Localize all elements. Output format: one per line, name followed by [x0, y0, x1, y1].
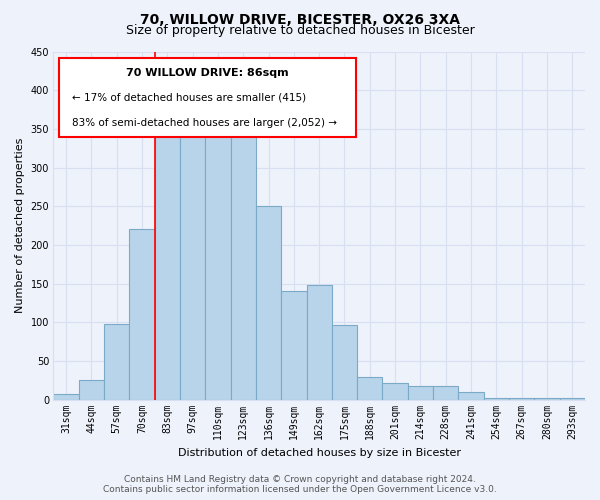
Bar [256, 206, 281, 400]
Text: 70 WILLOW DRIVE: 86sqm: 70 WILLOW DRIVE: 86sqm [126, 68, 289, 78]
Bar [408, 386, 433, 400]
Y-axis label: Number of detached properties: Number of detached properties [15, 138, 25, 314]
Bar [433, 386, 458, 400]
FancyBboxPatch shape [59, 58, 356, 137]
Bar [104, 324, 129, 400]
Text: Size of property relative to detached houses in Bicester: Size of property relative to detached ho… [125, 24, 475, 37]
Text: 83% of semi-detached houses are larger (2,052) →: 83% of semi-detached houses are larger (… [72, 118, 337, 128]
Bar [180, 118, 205, 400]
Bar [484, 398, 509, 400]
Bar [281, 292, 307, 400]
Bar [382, 382, 408, 400]
Bar [307, 285, 332, 400]
Bar [79, 380, 104, 400]
Bar [560, 398, 585, 400]
Text: 70, WILLOW DRIVE, BICESTER, OX26 3XA: 70, WILLOW DRIVE, BICESTER, OX26 3XA [140, 12, 460, 26]
Bar [509, 398, 535, 400]
Bar [332, 326, 357, 400]
Text: Contains HM Land Registry data © Crown copyright and database right 2024.: Contains HM Land Registry data © Crown c… [124, 475, 476, 484]
Bar [458, 392, 484, 400]
Text: ← 17% of detached houses are smaller (415): ← 17% of detached houses are smaller (41… [72, 92, 306, 102]
Bar [53, 394, 79, 400]
Bar [205, 125, 230, 400]
Bar [535, 398, 560, 400]
X-axis label: Distribution of detached houses by size in Bicester: Distribution of detached houses by size … [178, 448, 461, 458]
Bar [155, 121, 180, 400]
Bar [129, 230, 155, 400]
Text: Contains public sector information licensed under the Open Government Licence v3: Contains public sector information licen… [103, 485, 497, 494]
Bar [357, 376, 382, 400]
Bar [230, 133, 256, 400]
